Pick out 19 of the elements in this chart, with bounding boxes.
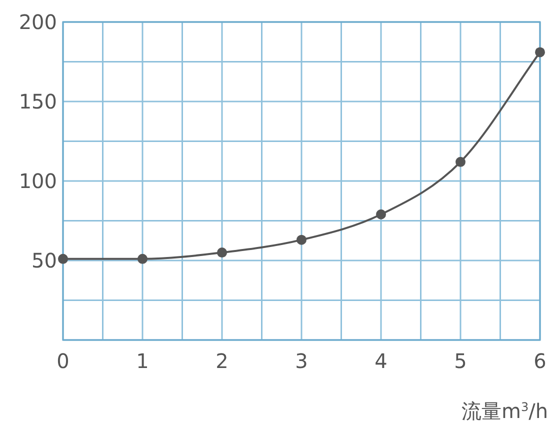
y-tick-label: 150 [18,90,57,114]
y-tick-label: 50 [32,248,57,272]
y-tick-label: 100 [18,169,57,193]
point [376,209,386,220]
y-tick-label: 200 [18,10,57,34]
x-tick-label: 6 [534,349,546,373]
x-tick-label: 5 [454,349,467,373]
point [456,156,466,167]
x-tick-label: 3 [295,349,308,373]
x-tick-label: 1 [136,349,149,373]
point [217,248,227,258]
point [58,254,68,264]
point [296,234,306,245]
point [138,254,148,264]
x-tick-label: 4 [374,349,388,373]
x-axis-title: 流量m$^{3}$/h [461,399,548,423]
x-tick-label: 2 [216,349,228,373]
x-tick-label: 0 [56,349,70,373]
point [535,47,545,58]
